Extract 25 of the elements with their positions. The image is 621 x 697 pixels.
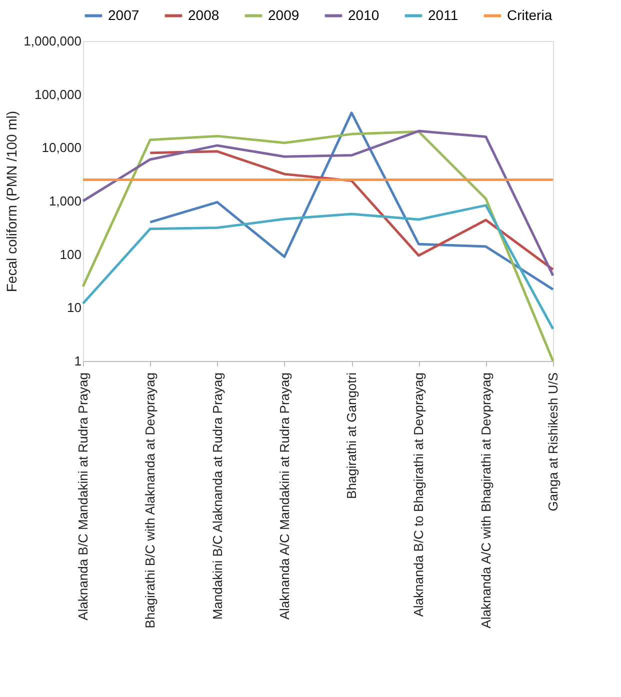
x-tick-label: Alaknanda B/C Mandakini at Rudra Prayag [76,372,90,620]
legend-label: 2009 [268,6,300,23]
x-tick-label: Mandakini B/C Alaknanda at Rudra Prayag [210,372,225,620]
x-tick-label: Alaknanda B/C to Bhagirathi at Devprayag [411,372,426,617]
x-tick-label: Bhagirathi at Gangotri [344,372,360,499]
x-tick-label: Bhagirathi B/C with Alaknanda at Devprayag [142,372,158,628]
y-tick-label: 1 [74,354,82,368]
legend-label: 2007 [108,6,140,23]
legend-label: 2011 [428,6,458,23]
y-tick-label: 10,000 [42,140,82,156]
line-series [82,130,554,277]
y-tick-label: 1,000 [48,194,82,208]
x-tick-label: Ganga at Rishikesh U/S [546,372,560,512]
line-series [148,112,554,291]
y-tick-label: 100 [60,246,82,262]
y-axis-title: Fecal coliform (PMN /100 ml) [4,110,20,292]
y-tick-label: 1,000,000 [24,34,82,48]
line-series [82,204,554,330]
legend-label: 2008 [188,6,220,23]
legend-label: 2010 [348,6,380,23]
y-tick-label: 100,000 [34,86,82,102]
x-tick-label: Alaknanda A/C Mandakini at Rudra Prayag [276,372,292,620]
x-tick-label: Alaknanda A/C with Bhagirathi at Devprayag [478,372,494,628]
legend-label: Criteria [507,6,552,23]
y-tick-label: 10 [67,300,82,316]
